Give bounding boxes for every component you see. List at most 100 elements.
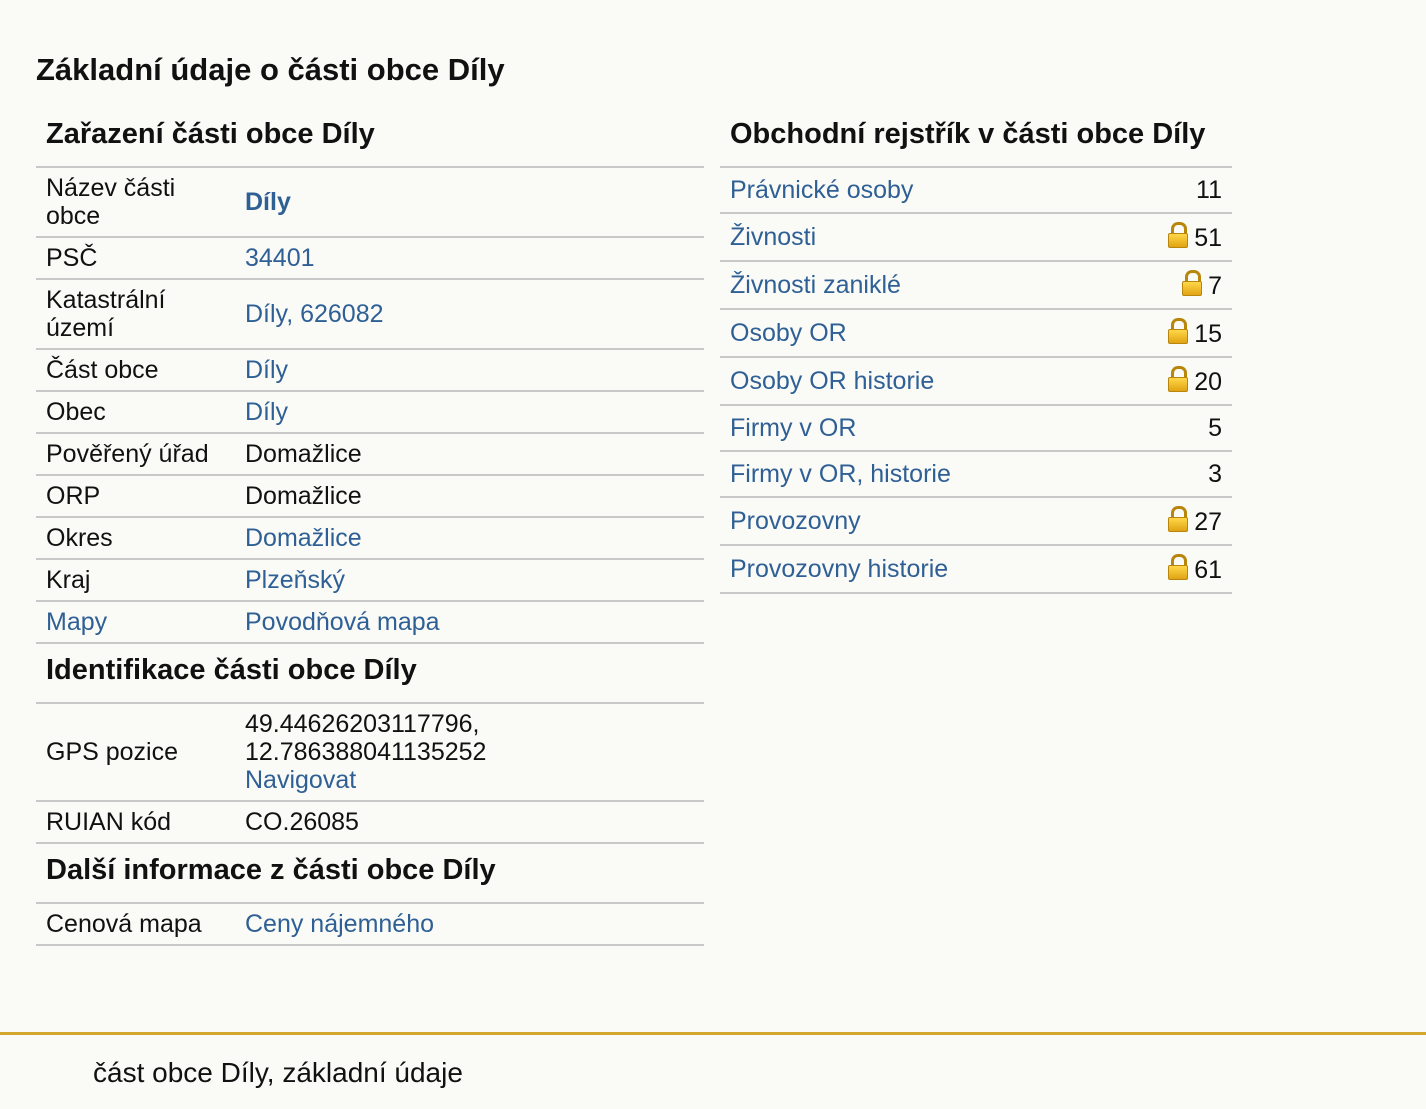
row-label-link[interactable]: Mapy	[46, 608, 108, 636]
table-row: Pověřený úřad Domažlice	[36, 433, 704, 476]
gps-longitude: 12.786388041135252	[245, 738, 487, 766]
table-row: Provozovny 27	[720, 497, 1232, 546]
left-column: Zařazení části obce Díly Název části obc…	[36, 108, 704, 946]
row-label-cell: Mapy	[36, 601, 235, 644]
row-value-link[interactable]: 34401	[245, 244, 315, 272]
table-row: ORP Domažlice	[36, 475, 704, 518]
row-value-link[interactable]: Díly, 626082	[245, 300, 384, 328]
row-value-link[interactable]: Díly	[245, 188, 291, 216]
dalsi-table: Cenová mapa Ceny nájemného	[36, 904, 704, 946]
register-count-cell: 15	[1111, 309, 1232, 358]
register-count-cell: 27	[1111, 497, 1232, 546]
lock-icon	[1168, 554, 1189, 580]
register-link[interactable]: Osoby OR historie	[730, 367, 935, 395]
register-count: 51	[1194, 224, 1222, 252]
row-label: Název části obce	[36, 168, 235, 238]
register-count: 61	[1194, 556, 1222, 584]
row-label: Kraj	[36, 559, 235, 602]
table-row: Název části obce Díly	[36, 168, 704, 238]
register-link[interactable]: Firmy v OR	[730, 414, 857, 442]
gps-value: 49.44626203117796, 12.786388041135252 Na…	[235, 704, 704, 802]
row-value-cell: Díly	[235, 349, 704, 392]
table-row: Osoby OR historie 20	[720, 357, 1232, 406]
register-count-cell: 3	[1111, 451, 1232, 498]
register-count-cell: 61	[1111, 545, 1232, 594]
register-link[interactable]: Provozovny	[730, 507, 861, 535]
zarazeni-heading: Zařazení části obce Díly	[36, 108, 704, 168]
table-row: Katastrální území Díly, 626082	[36, 279, 704, 350]
footer-text: část obce Díly, základní údaje	[93, 1057, 463, 1088]
row-label: Okres	[36, 517, 235, 560]
table-row: Osoby OR 15	[720, 309, 1232, 358]
table-row: PSČ 34401	[36, 237, 704, 280]
ruian-value: CO.26085	[235, 801, 704, 844]
row-value-cell: Plzeňský	[235, 559, 704, 602]
table-row: Firmy v OR, historie 3	[720, 451, 1232, 498]
row-label: ORP	[36, 475, 235, 518]
register-link[interactable]: Firmy v OR, historie	[730, 460, 951, 488]
register-count: 11	[1196, 176, 1222, 204]
identifikace-table: GPS pozice 49.44626203117796, 12.7863880…	[36, 704, 704, 844]
row-value-cell: Díly	[235, 168, 704, 238]
navigate-link[interactable]: Navigovat	[245, 766, 357, 794]
register-count-cell: 51	[1111, 213, 1232, 262]
register-label-cell: Živnosti zaniklé	[720, 261, 1112, 310]
register-count: 3	[1208, 460, 1222, 488]
row-label: Část obce	[36, 349, 235, 392]
register-count-cell: 11	[1111, 168, 1232, 214]
cenova-label: Cenová mapa	[36, 904, 235, 946]
table-row: Kraj Plzeňský	[36, 559, 704, 602]
row-label: Katastrální území	[36, 279, 235, 350]
table-row: Právnické osoby 11	[720, 168, 1232, 214]
row-value-cell: 34401	[235, 237, 704, 280]
table-row: Firmy v OR 5	[720, 405, 1232, 452]
register-link[interactable]: Provozovny historie	[730, 555, 949, 583]
register-label-cell: Právnické osoby	[720, 168, 1112, 214]
register-label-cell: Firmy v OR, historie	[720, 451, 1112, 498]
cenova-value-cell: Ceny nájemného	[235, 904, 704, 946]
footer: část obce Díly, základní údaje	[0, 1032, 1426, 1109]
lock-icon	[1168, 366, 1189, 392]
row-value-cell: Díly, 626082	[235, 279, 704, 350]
row-value-cell: Díly	[235, 391, 704, 434]
row-label: PSČ	[36, 237, 235, 280]
row-value-link[interactable]: Plzeňský	[245, 566, 346, 594]
row-value-link[interactable]: Povodňová mapa	[245, 608, 440, 636]
register-link[interactable]: Právnické osoby	[730, 176, 914, 204]
row-label: Pověřený úřad	[36, 433, 235, 476]
table-row: Mapy Povodňová mapa	[36, 601, 704, 644]
ceny-najemneho-link[interactable]: Ceny nájemného	[245, 910, 435, 938]
table-row: Cenová mapa Ceny nájemného	[36, 904, 704, 946]
dalsi-heading: Další informace z části obce Díly	[36, 844, 704, 904]
row-value-link[interactable]: Díly	[245, 356, 289, 384]
row-value: Domažlice	[245, 440, 362, 468]
row-value-cell: Povodňová mapa	[235, 601, 704, 644]
register-count-cell: 7	[1111, 261, 1232, 310]
row-label: Obec	[36, 391, 235, 434]
lock-icon	[1168, 318, 1189, 344]
ruian-label: RUIAN kód	[36, 801, 235, 844]
lock-icon	[1168, 506, 1189, 532]
register-label-cell: Osoby OR	[720, 309, 1112, 358]
register-link[interactable]: Osoby OR	[730, 319, 847, 347]
row-value: Domažlice	[245, 482, 362, 510]
row-value-link[interactable]: Domažlice	[245, 524, 362, 552]
row-value-cell: Domažlice	[235, 433, 704, 476]
row-value-link[interactable]: Díly	[245, 398, 289, 426]
register-count: 20	[1194, 368, 1222, 396]
register-label-cell: Osoby OR historie	[720, 357, 1112, 406]
row-value-cell: Domažlice	[235, 475, 704, 518]
table-row: RUIAN kód CO.26085	[36, 801, 704, 844]
gps-label: GPS pozice	[36, 704, 235, 802]
register-link[interactable]: Živnosti	[730, 223, 817, 251]
table-row: Obec Díly	[36, 391, 704, 434]
register-link[interactable]: Živnosti zaniklé	[730, 271, 901, 299]
lock-icon	[1168, 222, 1189, 248]
page-title: Základní údaje o části obce Díly	[36, 52, 505, 87]
register-count-cell: 5	[1111, 405, 1232, 452]
table-row: Provozovny historie 61	[720, 545, 1232, 594]
lock-icon	[1182, 270, 1203, 296]
obchodni-table: Právnické osoby 11 Živnosti 51 Živnosti zani…	[720, 168, 1232, 594]
register-label-cell: Provozovny historie	[720, 545, 1112, 594]
identifikace-heading: Identifikace části obce Díly	[36, 644, 704, 704]
